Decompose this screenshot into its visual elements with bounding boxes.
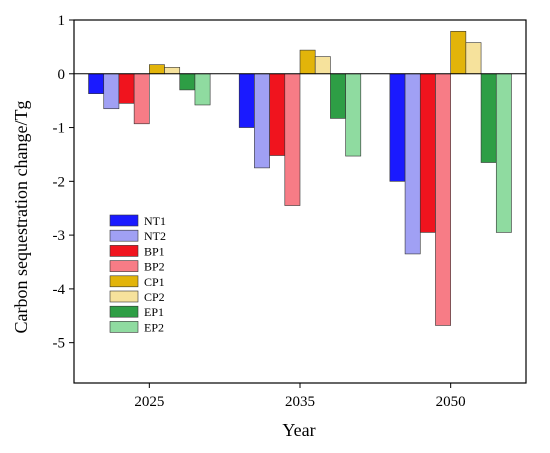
bar-bp2-2050 bbox=[435, 73, 451, 326]
legend-swatch-nt2 bbox=[109, 229, 139, 242]
bars-layer bbox=[88, 30, 512, 326]
x-tick-label: 2025 bbox=[134, 394, 164, 410]
legend-label-cp2: CP2 bbox=[144, 290, 165, 304]
legend-label-bp2: BP2 bbox=[144, 260, 165, 274]
bar-bp2-2025 bbox=[133, 73, 150, 125]
bar-bp1-2025 bbox=[118, 73, 135, 104]
bar-nt1-2035 bbox=[238, 73, 255, 128]
legend-label-nt2: NT2 bbox=[144, 229, 166, 243]
bar-bp1-2050 bbox=[419, 73, 436, 233]
legend-swatch-nt1 bbox=[109, 214, 139, 227]
bar-cp2-2050 bbox=[465, 42, 482, 75]
y-tick-label: -2 bbox=[53, 174, 66, 190]
bar-cp1-2035 bbox=[299, 49, 316, 75]
legend-swatch-cp2 bbox=[109, 290, 139, 303]
bar-ep2-2025 bbox=[194, 73, 211, 106]
x-axis: 2025 2035 2050 bbox=[134, 383, 466, 410]
y-tick-label: -5 bbox=[53, 336, 66, 352]
y-tick-label: 0 bbox=[58, 67, 66, 83]
y-tick-label: -1 bbox=[53, 121, 66, 137]
y-tick-label: 1 bbox=[58, 13, 66, 29]
x-tick-label: 2050 bbox=[436, 394, 466, 410]
legend-swatch-cp1 bbox=[109, 275, 139, 288]
legend-swatch-ep1 bbox=[109, 305, 139, 318]
bar-nt2-2035 bbox=[254, 73, 270, 169]
bar-nt1-2025 bbox=[88, 73, 105, 94]
x-tick-label: 2035 bbox=[285, 394, 315, 410]
bar-cp2-2035 bbox=[314, 56, 331, 75]
bar-ep1-2050 bbox=[480, 73, 497, 163]
y-tick-label: -3 bbox=[53, 228, 66, 244]
bar-ep2-2050 bbox=[495, 73, 512, 233]
bar-nt2-2050 bbox=[404, 73, 421, 255]
bar-bp2-2035 bbox=[284, 73, 301, 206]
legend-label-ep2: EP2 bbox=[144, 320, 164, 334]
bar-ep1-2025 bbox=[179, 73, 196, 91]
y-axis-title: Carbon sequestration change/Tg bbox=[11, 101, 31, 334]
y-axis: 1 0 -1 -2 -3 -4 -5 bbox=[53, 13, 74, 352]
legend-swatch-bp1 bbox=[109, 245, 139, 257]
legend-swatch-ep2 bbox=[109, 321, 139, 333]
x-axis-title: Year bbox=[282, 420, 315, 440]
bar-ep1-2035 bbox=[330, 73, 346, 119]
legend-swatch-bp2 bbox=[109, 260, 139, 272]
legend-label-cp1: CP1 bbox=[144, 275, 165, 289]
bar-nt1-2050 bbox=[389, 73, 406, 182]
bar-cp1-2050 bbox=[450, 30, 467, 75]
bar-cp2-2025 bbox=[164, 67, 181, 75]
bar-cp1-2025 bbox=[149, 64, 165, 75]
bar-ep2-2035 bbox=[345, 73, 362, 157]
legend-label-nt1: NT1 bbox=[144, 214, 166, 228]
legend-label-bp1: BP1 bbox=[144, 244, 165, 258]
bar-bp1-2035 bbox=[269, 73, 286, 156]
y-tick-label: -4 bbox=[53, 282, 66, 298]
bar-nt2-2025 bbox=[103, 73, 120, 110]
legend-label-ep1: EP1 bbox=[144, 305, 164, 319]
